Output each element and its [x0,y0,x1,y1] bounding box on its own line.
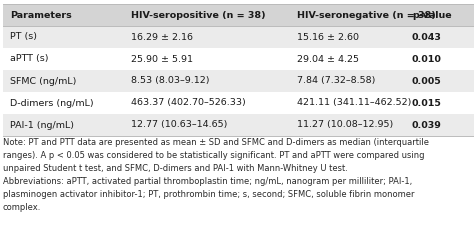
Text: 0.039: 0.039 [412,120,442,130]
Bar [3,26,474,48]
Text: 0.010: 0.010 [412,55,442,63]
Text: 11.27 (10.08–12.95): 11.27 (10.08–12.95) [297,120,393,130]
Text: Note: PT and PTT data are presented as mean ± SD and SFMC and D-dimers as median: Note: PT and PTT data are presented as m… [3,138,429,147]
Text: 25.90 ± 5.91: 25.90 ± 5.91 [131,55,193,63]
Text: SFMC (ng/mL): SFMC (ng/mL) [10,76,76,85]
Text: ranges). A p < 0.05 was considered to be statistically significant. PT and aPTT : ranges). A p < 0.05 was considered to be… [3,151,425,160]
Bar [3,48,474,70]
Text: aPTT (s): aPTT (s) [10,55,48,63]
Bar [3,92,474,114]
Text: unpaired Student t test, and SFMC, D-dimers and PAI-1 with Mann‐Whitney U test.: unpaired Student t test, and SFMC, D-dim… [3,164,348,173]
Text: HIV-seronegative (n = 38): HIV-seronegative (n = 38) [297,11,436,19]
Text: complex.: complex. [3,203,41,212]
Text: HIV-seropositive (n = 38): HIV-seropositive (n = 38) [131,11,265,19]
Text: 15.16 ± 2.60: 15.16 ± 2.60 [297,33,359,41]
Text: 421.11 (341.11–462.52): 421.11 (341.11–462.52) [297,98,411,107]
Bar [3,114,474,136]
Text: p-value: p-value [412,11,452,19]
Text: D-dimers (ng/mL): D-dimers (ng/mL) [10,98,94,107]
Bar [3,70,474,92]
Text: PT (s): PT (s) [10,33,37,41]
Text: Abbreviations: aPTT, activated partial thromboplastin time; ng/mL, nanogram per : Abbreviations: aPTT, activated partial t… [3,177,412,186]
Text: Parameters: Parameters [10,11,72,19]
Text: 0.005: 0.005 [412,76,442,85]
Bar [3,4,474,26]
Text: 16.29 ± 2.16: 16.29 ± 2.16 [131,33,193,41]
Text: 8.53 (8.03–9.12): 8.53 (8.03–9.12) [131,76,210,85]
Text: 0.043: 0.043 [412,33,442,41]
Text: PAI-1 (ng/mL): PAI-1 (ng/mL) [10,120,74,130]
Text: 7.84 (7.32–8.58): 7.84 (7.32–8.58) [297,76,375,85]
Text: 463.37 (402.70–526.33): 463.37 (402.70–526.33) [131,98,246,107]
Text: plasminogen activator inhibitor-1; PT, prothrombin time; s, second; SFMC, solubl: plasminogen activator inhibitor-1; PT, p… [3,190,414,199]
Text: 0.015: 0.015 [412,98,442,107]
Text: 29.04 ± 4.25: 29.04 ± 4.25 [297,55,359,63]
Text: 12.77 (10.63–14.65): 12.77 (10.63–14.65) [131,120,228,130]
